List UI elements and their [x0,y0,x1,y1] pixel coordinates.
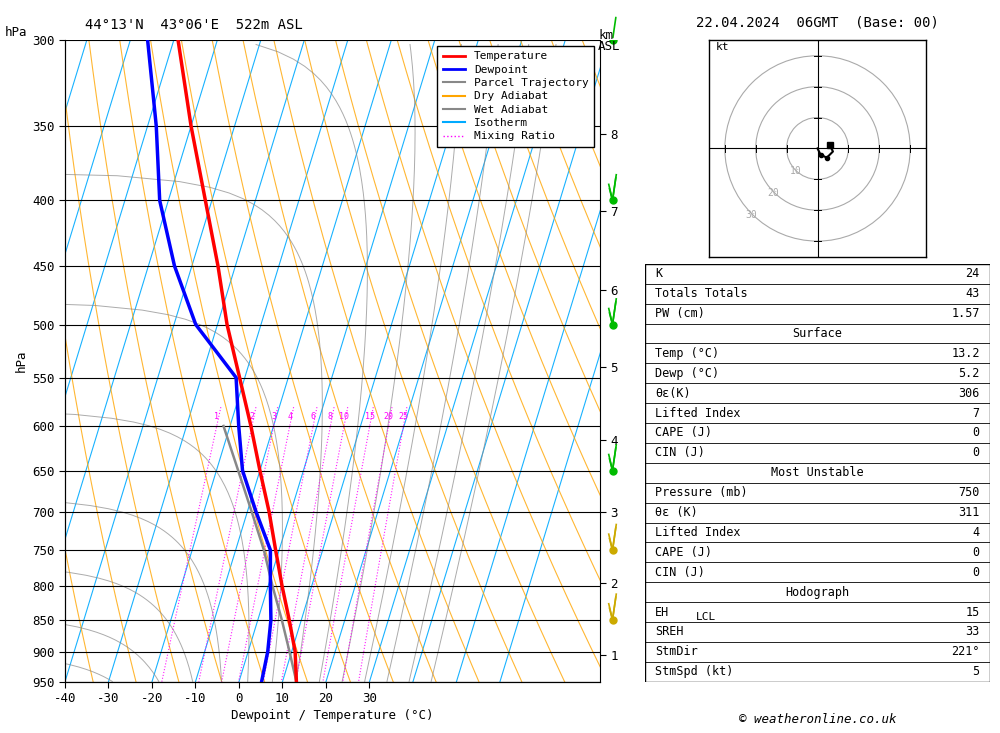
Text: 15: 15 [965,605,980,619]
Text: 20: 20 [767,188,779,198]
Text: 24: 24 [965,268,980,280]
Text: kt: kt [716,42,729,51]
Text: PW (cm): PW (cm) [655,307,705,320]
Text: CAPE (J): CAPE (J) [655,427,712,440]
Text: EH: EH [655,605,670,619]
Text: Most Unstable: Most Unstable [771,466,864,479]
Text: 5.2: 5.2 [958,366,980,380]
Text: 30: 30 [745,210,757,220]
Text: 10: 10 [789,166,801,176]
Text: 4: 4 [973,526,980,539]
Text: 0: 0 [973,446,980,460]
Text: StmSpd (kt): StmSpd (kt) [655,666,734,678]
Text: 25: 25 [398,412,408,421]
Text: Hodograph: Hodograph [785,586,850,599]
Text: SREH: SREH [655,625,684,638]
Text: θε(K): θε(K) [655,387,691,399]
X-axis label: Dewpoint / Temperature (°C): Dewpoint / Temperature (°C) [231,710,434,722]
Text: LCL: LCL [696,611,717,622]
Text: Lifted Index: Lifted Index [655,526,741,539]
Text: ASL: ASL [598,40,620,54]
Text: km: km [598,29,613,43]
Text: 0: 0 [973,566,980,579]
Text: Lifted Index: Lifted Index [655,407,741,419]
Text: 15: 15 [365,412,375,421]
Text: 13.2: 13.2 [951,347,980,360]
Text: Surface: Surface [793,327,842,340]
Text: 7: 7 [973,407,980,419]
Text: 0: 0 [973,427,980,440]
Legend: Temperature, Dewpoint, Parcel Trajectory, Dry Adiabat, Wet Adiabat, Isotherm, Mi: Temperature, Dewpoint, Parcel Trajectory… [437,46,594,147]
Text: 20: 20 [384,412,394,421]
Text: CIN (J): CIN (J) [655,566,705,579]
Text: 750: 750 [958,486,980,499]
Text: 0: 0 [973,546,980,559]
Text: 22.04.2024  06GMT  (Base: 00): 22.04.2024 06GMT (Base: 00) [696,15,939,29]
Text: 10: 10 [339,412,349,421]
Text: 2: 2 [249,412,254,421]
Text: Dewp (°C): Dewp (°C) [655,366,719,380]
Text: 8: 8 [328,412,333,421]
Text: 306: 306 [958,387,980,399]
Text: © weatheronline.co.uk: © weatheronline.co.uk [739,712,896,726]
Text: 44°13'N  43°06'E  522m ASL: 44°13'N 43°06'E 522m ASL [85,18,303,32]
Text: 4: 4 [287,412,292,421]
Text: 43: 43 [965,287,980,301]
Text: 311: 311 [958,506,980,519]
Y-axis label: hPa: hPa [15,350,28,372]
Text: CAPE (J): CAPE (J) [655,546,712,559]
Text: Temp (°C): Temp (°C) [655,347,719,360]
Text: 3: 3 [271,412,276,421]
Text: 5: 5 [973,666,980,678]
Text: Pressure (mb): Pressure (mb) [655,486,748,499]
Text: 1.57: 1.57 [951,307,980,320]
Text: θε (K): θε (K) [655,506,698,519]
Text: Totals Totals: Totals Totals [655,287,748,301]
Text: K: K [655,268,662,280]
Text: 33: 33 [965,625,980,638]
Text: CIN (J): CIN (J) [655,446,705,460]
Text: 221°: 221° [951,645,980,658]
Text: 1: 1 [214,412,219,421]
Text: hPa: hPa [5,26,28,39]
Text: 6: 6 [311,412,316,421]
Text: StmDir: StmDir [655,645,698,658]
